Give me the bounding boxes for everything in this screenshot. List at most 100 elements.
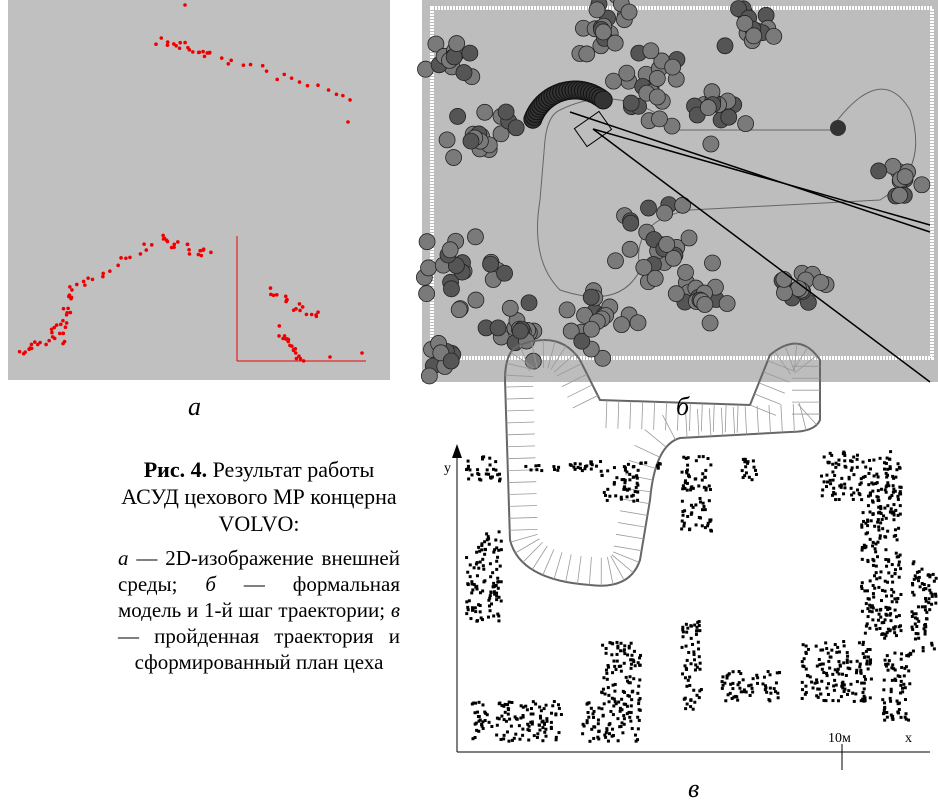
map-cell [896, 700, 899, 703]
scan-ray [566, 554, 572, 581]
obstacle [619, 65, 635, 81]
item-letter: б [205, 572, 216, 596]
point [33, 340, 37, 344]
point [306, 84, 310, 88]
map-cell [815, 645, 818, 648]
map-cell [702, 455, 705, 458]
map-cell [520, 704, 523, 707]
map-cell [916, 617, 919, 620]
map-cell [621, 731, 624, 734]
map-cell [608, 723, 611, 726]
map-cell [899, 567, 902, 570]
map-cell [606, 469, 609, 472]
point [55, 323, 59, 327]
map-cell [618, 725, 621, 728]
map-cell [597, 719, 600, 722]
map-cell [889, 697, 892, 700]
map-cell [600, 474, 603, 477]
point [70, 288, 74, 292]
map-cell [693, 658, 696, 661]
point [154, 42, 158, 46]
scan-ray [754, 394, 780, 404]
obstacle [477, 104, 493, 120]
map-cell [862, 700, 865, 703]
map-cell [801, 688, 804, 691]
map-cell [721, 675, 724, 678]
map-cell [510, 701, 513, 704]
map-cell [638, 664, 641, 667]
map-cell [480, 548, 483, 551]
map-cell [752, 459, 755, 462]
map-cell [603, 491, 606, 494]
obstacle [700, 100, 716, 116]
map-cell [614, 494, 617, 497]
point [198, 50, 202, 54]
scan-ray [759, 383, 785, 393]
map-cell [637, 699, 640, 702]
map-cell [603, 702, 606, 705]
map-cell [878, 627, 881, 630]
map-cell [466, 606, 469, 609]
map-cell [867, 615, 870, 618]
map-cell [919, 585, 922, 588]
map-cell [871, 604, 874, 607]
map-cell [628, 478, 631, 481]
point [203, 55, 207, 59]
map-cell [560, 713, 563, 716]
map-cell [892, 718, 895, 721]
map-cell [875, 609, 878, 612]
map-cell [801, 697, 804, 700]
map-cell [496, 577, 499, 580]
map-cell [570, 464, 573, 467]
map-cell [477, 730, 480, 733]
map-cell [869, 467, 872, 470]
map-cell [884, 606, 887, 609]
map-cell [492, 551, 495, 554]
map-cell [531, 720, 534, 723]
map-cell [858, 665, 861, 668]
map-cell [504, 711, 507, 714]
map-cell [604, 494, 607, 497]
map-cell [872, 512, 875, 515]
map-cell [830, 649, 833, 652]
point [335, 92, 339, 96]
map-cell [686, 482, 689, 485]
point [174, 44, 178, 48]
map-cell [694, 477, 697, 480]
map-cell [637, 469, 640, 472]
map-cell [680, 527, 683, 530]
map-cell [600, 470, 603, 473]
map-cell [605, 669, 608, 672]
map-cell [498, 530, 501, 533]
obstacle [702, 315, 718, 331]
map-cell [866, 559, 869, 562]
point [53, 337, 57, 341]
map-cell [909, 653, 912, 656]
map-cell [695, 633, 698, 636]
map-cell [856, 488, 859, 491]
map-cell [497, 587, 500, 590]
map-cell [491, 571, 494, 574]
map-cell [579, 463, 582, 466]
map-cell [899, 490, 902, 493]
map-cell [588, 740, 591, 743]
map-cell [861, 581, 864, 584]
map-cell [693, 701, 696, 704]
scan-ray [750, 405, 776, 415]
point [290, 76, 294, 80]
map-cell [475, 551, 478, 554]
map-cell [696, 666, 699, 669]
map-cell [878, 613, 881, 616]
map-cell [731, 697, 734, 700]
map-cell [485, 472, 488, 475]
map-cell [886, 468, 889, 471]
point [285, 298, 289, 302]
map-cell [846, 658, 849, 661]
map-cell [840, 477, 843, 480]
map-cell [577, 466, 580, 469]
map-cell [900, 629, 903, 632]
map-cell [683, 522, 686, 525]
map-cell [476, 574, 479, 577]
item-text: — пройденная траектория и сформированный… [118, 624, 400, 674]
map-cell [765, 691, 768, 694]
